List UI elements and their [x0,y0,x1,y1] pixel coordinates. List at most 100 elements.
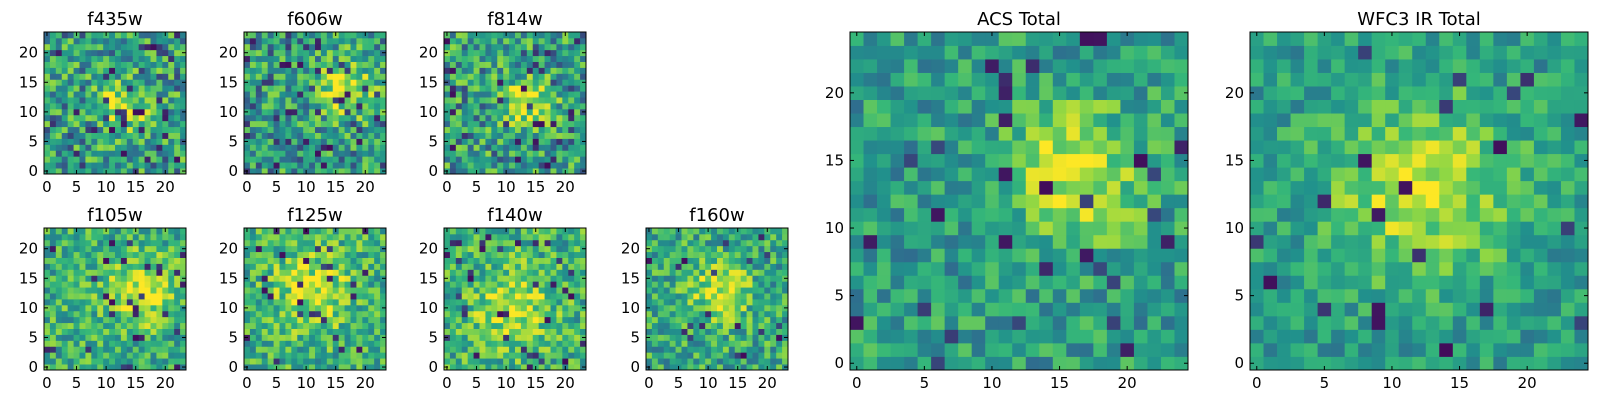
heatmap-cell [97,293,104,300]
heatmap-cell [126,352,134,359]
heatmap-cell [103,352,110,359]
heatmap-cell [156,55,163,62]
heatmap-cell [79,352,86,359]
heatmap-cell [326,299,334,306]
heatmap-cell [890,248,905,263]
heatmap-cell [126,364,134,371]
heatmap-cell [368,239,375,247]
heatmap-cell [568,97,575,104]
heatmap-cell [255,263,263,270]
heatmap-cell [782,316,789,324]
heatmap-cell [244,251,251,258]
heatmap-cell [144,37,151,45]
heatmap-cell [1133,288,1148,303]
heatmap-cell [356,293,363,300]
heatmap-cell [380,328,387,335]
heatmap-cell [520,293,528,300]
heatmap-cell [657,251,665,258]
heatmap-cell [485,322,492,329]
heatmap-cell [1479,356,1494,371]
heatmap-cell [309,32,316,39]
heatmap-cell [467,168,474,175]
heatmap-cell [455,79,463,86]
heatmap-cell [568,79,575,86]
heatmap-cell [332,108,340,116]
heatmap-cell [520,287,528,294]
heatmap-cell [850,261,864,276]
heatmap-cell [291,328,298,335]
heatmap-cell [687,269,694,276]
heatmap-cell [97,364,104,371]
heatmap-cell [1012,86,1027,100]
heatmap-cell [568,85,575,92]
heatmap-cell [249,73,257,80]
heatmap-cell [473,299,480,306]
heatmap-cell [61,73,69,80]
heatmap-cell [1093,32,1108,46]
heatmap-cell [261,168,269,175]
heatmap-cell [717,233,724,241]
heatmap-cell [326,32,334,39]
heatmap-cell [120,334,128,341]
heatmap-cell [782,322,789,329]
heatmap-cell [73,37,80,45]
heatmap-cell [380,43,387,51]
heatmap-cell [669,287,676,294]
heatmap-cell [97,251,104,258]
heatmap-cell [520,55,528,62]
heatmap-cell [1079,194,1094,209]
heatmap-cell [150,281,157,288]
heatmap-cell [103,251,110,258]
heatmap-cell [255,43,263,51]
heatmap-cell [73,245,80,253]
heatmap-cell [693,281,700,288]
heatmap-cell [1093,126,1108,141]
y-tick-label: 0 [428,162,438,180]
heatmap-cell [91,304,98,312]
heatmap-cell [150,299,157,306]
y-tick-label: 5 [428,328,438,346]
heatmap-cell [73,126,80,133]
heatmap-cell [532,334,540,341]
heatmap-cell [255,328,263,335]
heatmap-cell [380,103,387,110]
heatmap-cell [97,340,104,347]
heatmap-cell [61,61,69,68]
heatmap-cell [877,356,891,371]
heatmap-cell [1093,261,1108,276]
heatmap-cell [580,322,587,329]
heatmap-cell [1052,194,1067,209]
heatmap-cell [497,138,504,145]
heatmap-cell [103,120,110,128]
heatmap-cell [261,108,269,116]
heatmap-cell [568,49,575,57]
heatmap-cell [580,299,587,306]
heatmap-cell [770,346,777,353]
heatmap-cell [1079,86,1094,100]
heatmap-cell [162,299,169,306]
heatmap-cell [758,334,765,341]
y-tick-label: 20 [219,240,238,258]
heatmap-cell [61,245,69,253]
heatmap-cell [444,269,451,276]
heatmap-cell [162,103,169,110]
heatmap-cell [1120,315,1135,330]
heatmap-cell [485,245,492,253]
heatmap-cell [562,37,569,45]
heatmap-cell [693,322,700,329]
heatmap-cell [1012,113,1027,128]
heatmap-cell [752,245,759,253]
heatmap-cell [580,340,587,347]
heatmap-cell [356,126,363,133]
heatmap-cell [356,340,363,347]
heatmap-cell [526,156,534,163]
heatmap-cell [467,257,474,264]
heatmap-cell [79,233,86,241]
heatmap-cell [273,239,280,247]
heatmap-cell [261,310,269,318]
heatmap-cell [380,310,387,318]
heatmap-cell [491,364,498,371]
heatmap-cell [904,329,918,344]
heatmap-cell [55,293,63,300]
heatmap-cell [156,49,163,57]
